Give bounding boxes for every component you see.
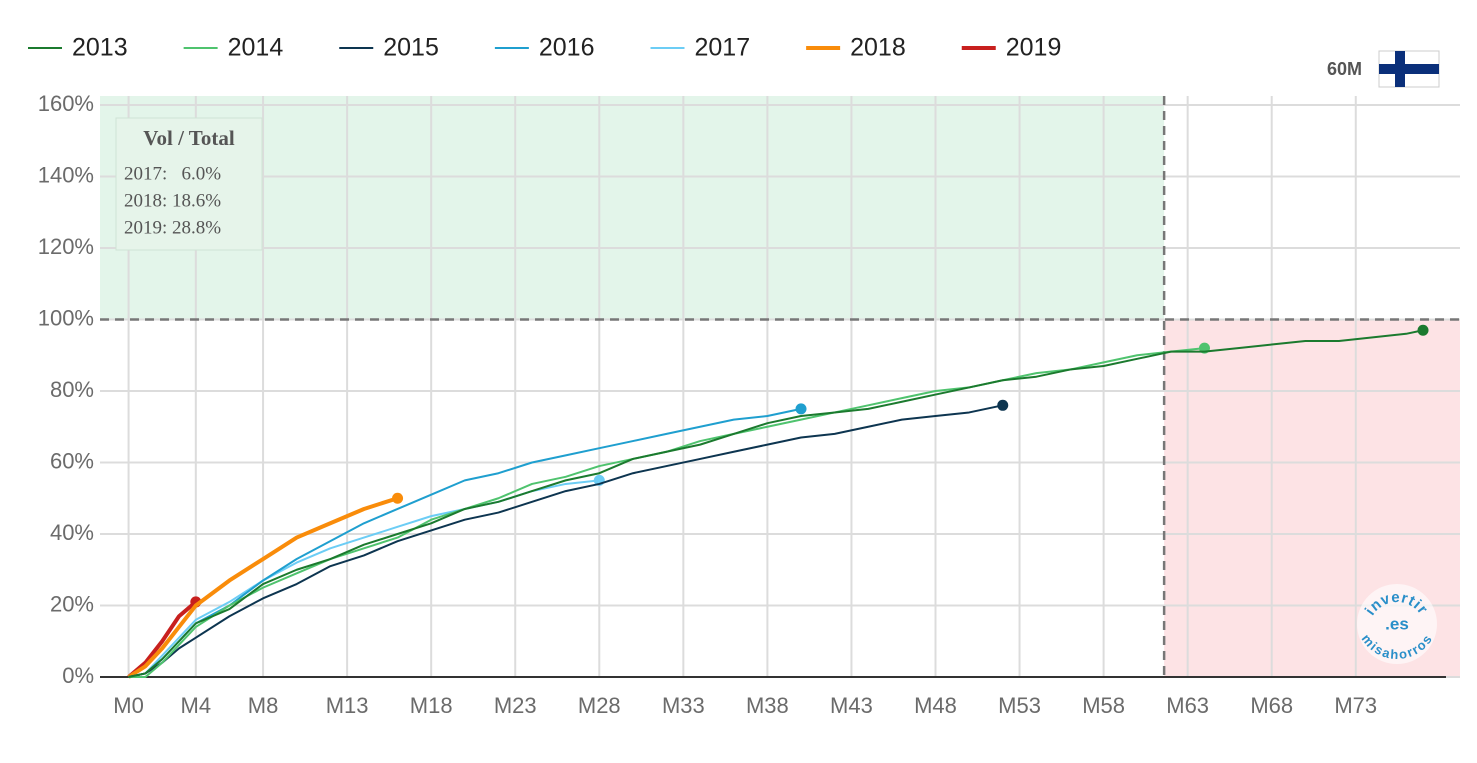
annotation-title: Vol / Total [143, 126, 235, 150]
y-tick-label: 40% [50, 520, 94, 545]
x-tick-label: M18 [410, 693, 453, 718]
x-tick-label: M58 [1082, 693, 1125, 718]
x-tick-label: M43 [830, 693, 873, 718]
annotation-line: 2018: 18.6% [124, 190, 221, 211]
series-line [128, 347, 1205, 678]
x-tick-label: M63 [1166, 693, 1209, 718]
legend-label: 2019 [1006, 34, 1062, 62]
x-tick-label: M0 [113, 693, 144, 718]
y-tick-label: 60% [50, 448, 94, 473]
x-tick-label: M4 [181, 693, 212, 718]
x-tick-label: M68 [1250, 693, 1293, 718]
y-tick-label: 20% [50, 591, 94, 616]
y-tick-label: 160% [38, 91, 94, 116]
legend-label: 2013 [72, 34, 128, 62]
legend-label: 2016 [539, 34, 595, 62]
series-line [128, 404, 1003, 678]
legend-label: 2017 [695, 34, 751, 62]
annotation-box [115, 117, 263, 251]
flag-cross [1379, 64, 1439, 74]
y-tick-label: 100% [38, 305, 94, 330]
series-line [128, 329, 1424, 678]
flag [1378, 50, 1440, 88]
legend-label: 2015 [383, 34, 439, 62]
y-tick-label: 140% [38, 162, 94, 187]
y-tick-label: 120% [38, 234, 94, 259]
x-tick-label: M28 [578, 693, 621, 718]
legend-label: 2014 [228, 34, 284, 62]
end-point [392, 492, 404, 504]
end-point [795, 403, 807, 415]
annotation-line: 2019: 28.8% [124, 217, 221, 238]
x-tick-label: M53 [998, 693, 1041, 718]
x-tick-label: M23 [494, 693, 537, 718]
watermark-text: .es [1385, 614, 1409, 633]
y-tick-label: 80% [50, 377, 94, 402]
series-line [128, 407, 802, 678]
series-line [127, 496, 399, 679]
end-point [1417, 324, 1429, 336]
x-tick-label: M33 [662, 693, 705, 718]
legend-label: 2018 [850, 34, 906, 62]
badge: 60M [1327, 59, 1362, 79]
zone-over [100, 96, 1165, 320]
x-tick-label: M8 [248, 693, 279, 718]
end-point [997, 399, 1009, 411]
x-tick-label: M48 [914, 693, 957, 718]
x-tick-label: M73 [1334, 693, 1377, 718]
y-tick-label: 0% [62, 663, 94, 688]
series-line [127, 600, 198, 679]
x-tick-label: M13 [326, 693, 369, 718]
annotation-line: 2017: 6.0% [124, 163, 221, 184]
watermark-ring [1357, 584, 1437, 664]
x-tick-label: M38 [746, 693, 789, 718]
